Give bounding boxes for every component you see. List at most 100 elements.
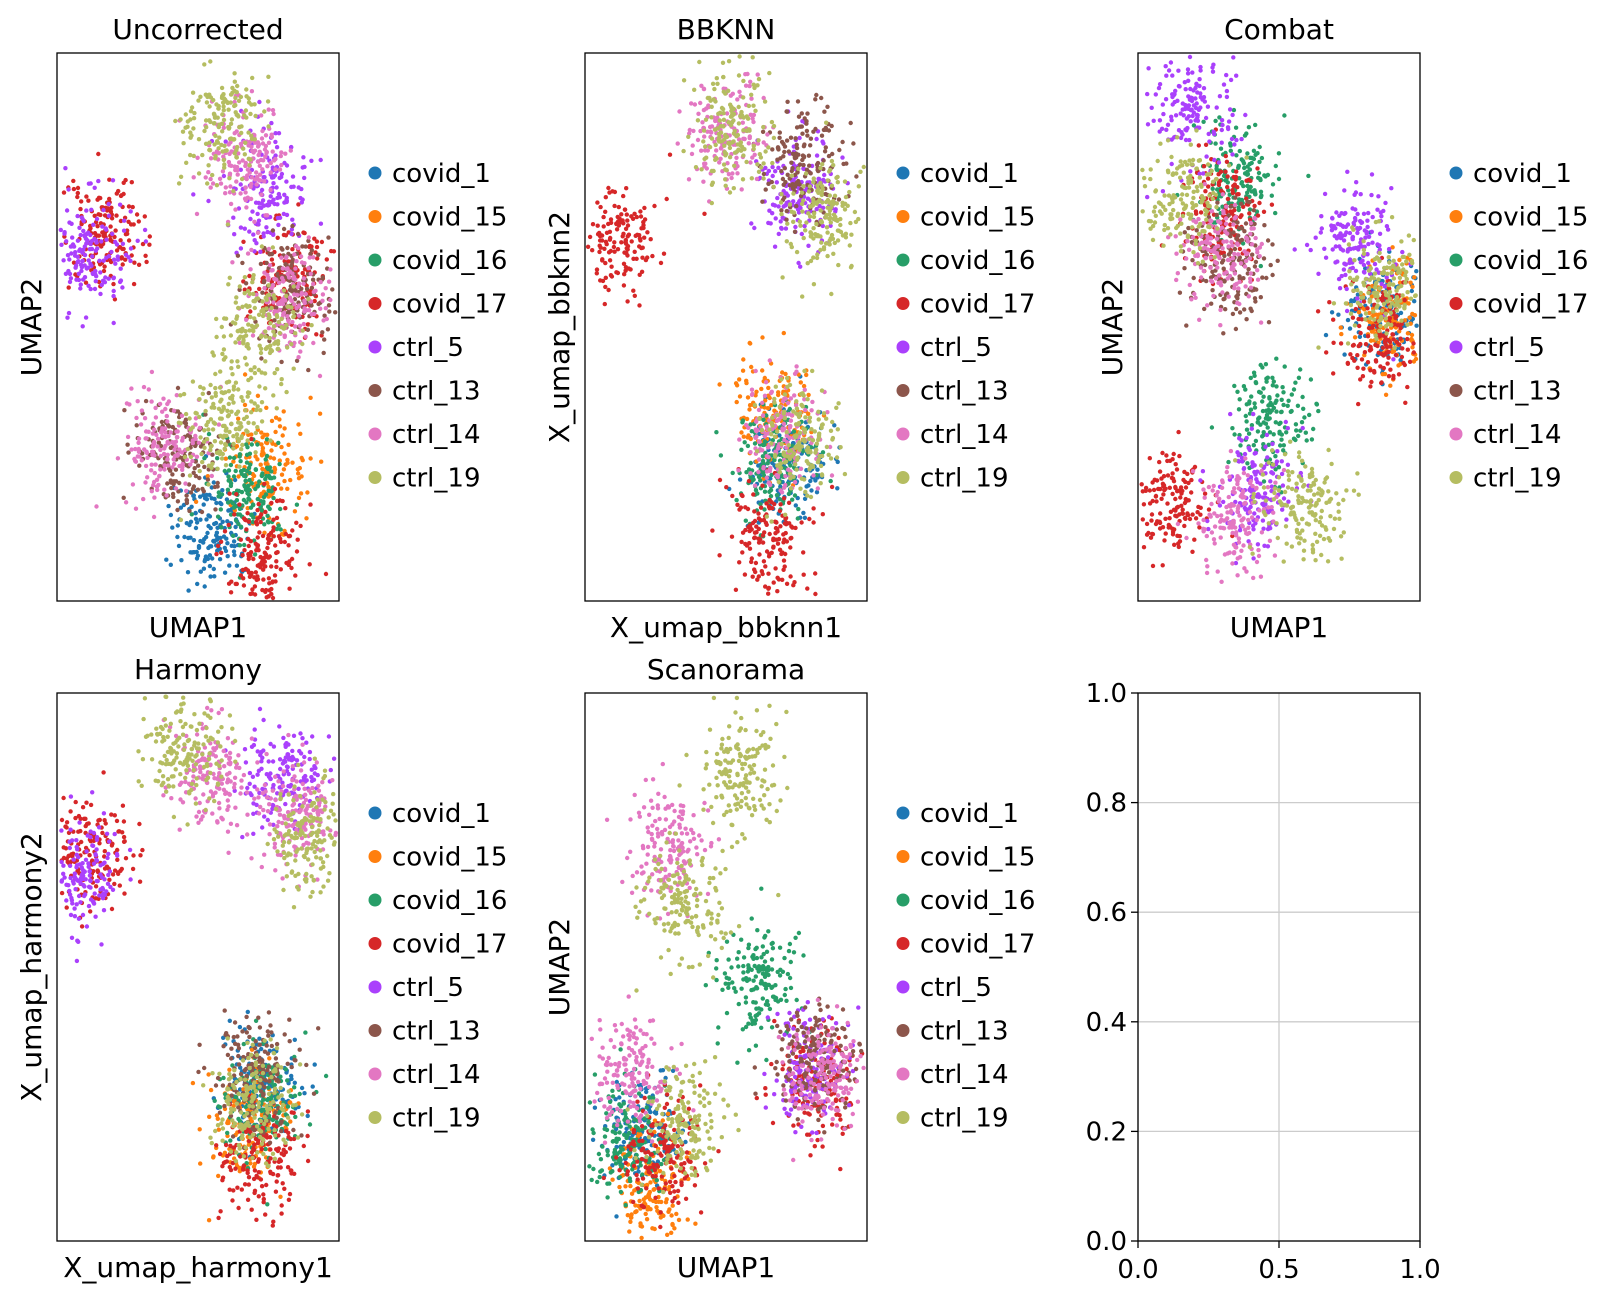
scatter-point (783, 474, 788, 479)
scatter-point (637, 233, 642, 238)
scatter-point (193, 525, 199, 531)
scatter-point (292, 509, 298, 514)
scatter-point (275, 346, 280, 352)
scatter-point (702, 211, 707, 216)
scatter-point (272, 341, 277, 346)
scatter-point (802, 515, 808, 520)
scatter-point (194, 454, 200, 459)
scatter-point (1255, 151, 1260, 156)
scatter-point (113, 228, 118, 233)
scatter-point (170, 525, 175, 530)
scatter-point (237, 284, 242, 289)
scatter-point (88, 261, 93, 266)
scatter-point (123, 232, 129, 237)
scatter-point (328, 297, 333, 303)
scatter-point (217, 135, 222, 140)
scatter-point (273, 131, 278, 136)
scatter-point (801, 437, 806, 443)
scatter-point (243, 140, 248, 145)
scatter-point (218, 369, 223, 374)
scatter-point (207, 553, 213, 558)
scatter-point (83, 280, 89, 285)
scatter-point (266, 504, 271, 509)
scatter-point (793, 525, 798, 531)
scatter-point (281, 467, 287, 472)
scatter-point (147, 242, 152, 247)
scatter-point (318, 279, 323, 285)
scatter-point (198, 538, 203, 544)
scatter-point (752, 509, 757, 514)
scatter-point (269, 120, 274, 126)
scatter-point (267, 252, 272, 257)
scatter-point (763, 149, 768, 154)
scatter-point (271, 329, 276, 334)
scatter-point (246, 536, 251, 542)
scatter-point (823, 145, 828, 150)
scatter-point (207, 140, 212, 145)
scatter-point (824, 120, 829, 125)
scatter-point (822, 172, 827, 178)
scatter-point (259, 187, 265, 193)
scatter-point (825, 253, 830, 259)
scatter-point (125, 442, 130, 447)
scatter-point (279, 255, 284, 260)
scatter-point (184, 493, 189, 498)
scatter-point (1293, 422, 1299, 427)
scatter-point (603, 275, 608, 280)
scatter-point (767, 358, 772, 363)
scatter-point (252, 370, 258, 376)
scatter-point (1245, 461, 1250, 466)
scatter-point (264, 473, 269, 479)
scatter-point (258, 249, 263, 254)
scatter-point (176, 181, 182, 186)
scatter-point (746, 433, 751, 438)
scatter-point (231, 539, 237, 544)
scatter-point (794, 411, 799, 416)
scatter-point (618, 220, 623, 225)
scatter-point (232, 544, 237, 549)
scatter-point (240, 553, 245, 558)
scatter-point (621, 193, 626, 199)
scatter-point (830, 151, 835, 157)
scatter-point (260, 128, 265, 134)
scatter-point (268, 194, 273, 199)
scatter-point (1302, 415, 1307, 420)
scatter-point (208, 574, 213, 579)
scatter-point (1263, 362, 1269, 367)
scatter-point (714, 148, 719, 153)
scatter-point (710, 528, 715, 533)
scatter-point (279, 316, 284, 322)
scatter-point (774, 418, 780, 423)
scatter-point (835, 427, 840, 432)
scatter-point (291, 314, 297, 319)
scatter-point (269, 418, 275, 424)
scatter-point (208, 59, 213, 64)
scatter-point (740, 120, 745, 125)
scatter-point (209, 395, 214, 400)
scatter-point (789, 535, 794, 541)
scatter-point (291, 310, 296, 315)
scatter-point (1342, 352, 1347, 357)
scatter-point (205, 181, 210, 186)
scatter-point (808, 171, 813, 176)
scatter-point (717, 553, 722, 558)
scatter-point (1368, 338, 1374, 343)
scatter-point (783, 371, 788, 377)
scatter-point (760, 413, 766, 418)
scatter-point (279, 377, 284, 382)
scatter-point (85, 238, 90, 243)
scatter-point (283, 151, 288, 156)
scatter-point (632, 249, 637, 254)
scatter-point (92, 185, 97, 190)
scatter-point (94, 216, 100, 222)
scatter-point (166, 433, 171, 439)
scatter-point (1413, 356, 1419, 362)
scatter-point (244, 442, 249, 447)
scatter-point (98, 291, 103, 297)
scatter-point (262, 147, 268, 152)
scatter-point (769, 550, 774, 555)
scatter-point (252, 316, 257, 321)
scatter-point (784, 217, 789, 222)
scatter-point (147, 234, 152, 239)
scatter-point (215, 480, 220, 486)
